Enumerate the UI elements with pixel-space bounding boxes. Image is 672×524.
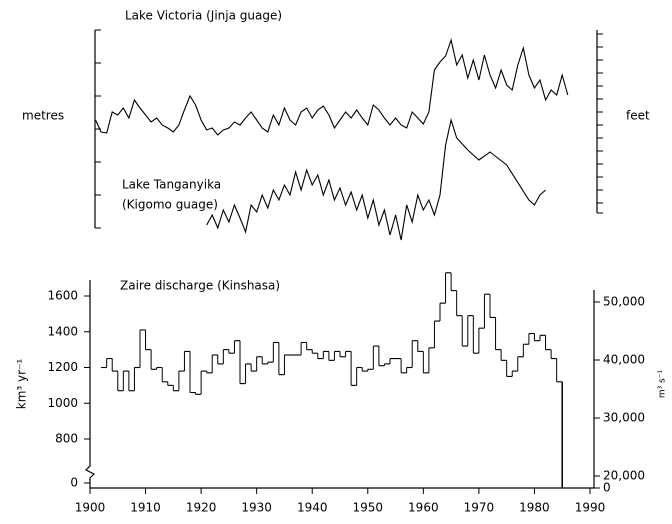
chart-title: Lake Victoria (Jinja guage) — [125, 9, 282, 23]
y-tick-label: 1200 — [47, 360, 78, 374]
y2-tick-label: 20,000 — [603, 469, 645, 483]
y2-axis-ticks — [597, 33, 603, 214]
y-tick-label: 1000 — [47, 396, 78, 410]
x-tick-label: 1910 — [130, 501, 161, 515]
y-axis-label: km³ yr⁻¹ — [15, 359, 29, 410]
x-tick-label: 1930 — [241, 501, 272, 515]
y2-tick-label: 30,000 — [603, 411, 645, 425]
y2-axis-label: feet — [626, 109, 650, 123]
series-line — [95, 37, 569, 136]
x-tick-label: 1950 — [353, 501, 384, 515]
y2-tick-label: 50,000 — [603, 295, 645, 309]
y-tick-label: 1600 — [47, 289, 78, 303]
x-tick-label: 1970 — [464, 501, 495, 515]
y-tick-label: 0 — [70, 476, 78, 490]
series-label: (Kigomo guage) — [122, 198, 218, 212]
y2-tick-label: 40,000 — [603, 353, 645, 367]
x-tick-label: 1990 — [575, 501, 606, 515]
x-tick-label: 1900 — [75, 501, 106, 515]
y2-axis-label: m³ s⁻¹ — [658, 369, 668, 398]
y-axis-label: metres — [22, 109, 64, 123]
y2-tick-label: 0 — [603, 481, 611, 495]
y-tick-label: 1400 — [47, 324, 78, 338]
series-label: Lake Tanganyika — [122, 178, 221, 192]
chart-title: Zaire discharge (Kinshasa) — [120, 279, 280, 293]
series-line — [206, 117, 546, 241]
x-tick-label: 1940 — [297, 501, 328, 515]
x-tick-label: 1980 — [519, 501, 550, 515]
axes — [84, 280, 595, 489]
x-tick-label: 1920 — [186, 501, 217, 515]
y-tick-label: 800 — [55, 432, 78, 446]
x-tick-label: 1960 — [408, 501, 439, 515]
